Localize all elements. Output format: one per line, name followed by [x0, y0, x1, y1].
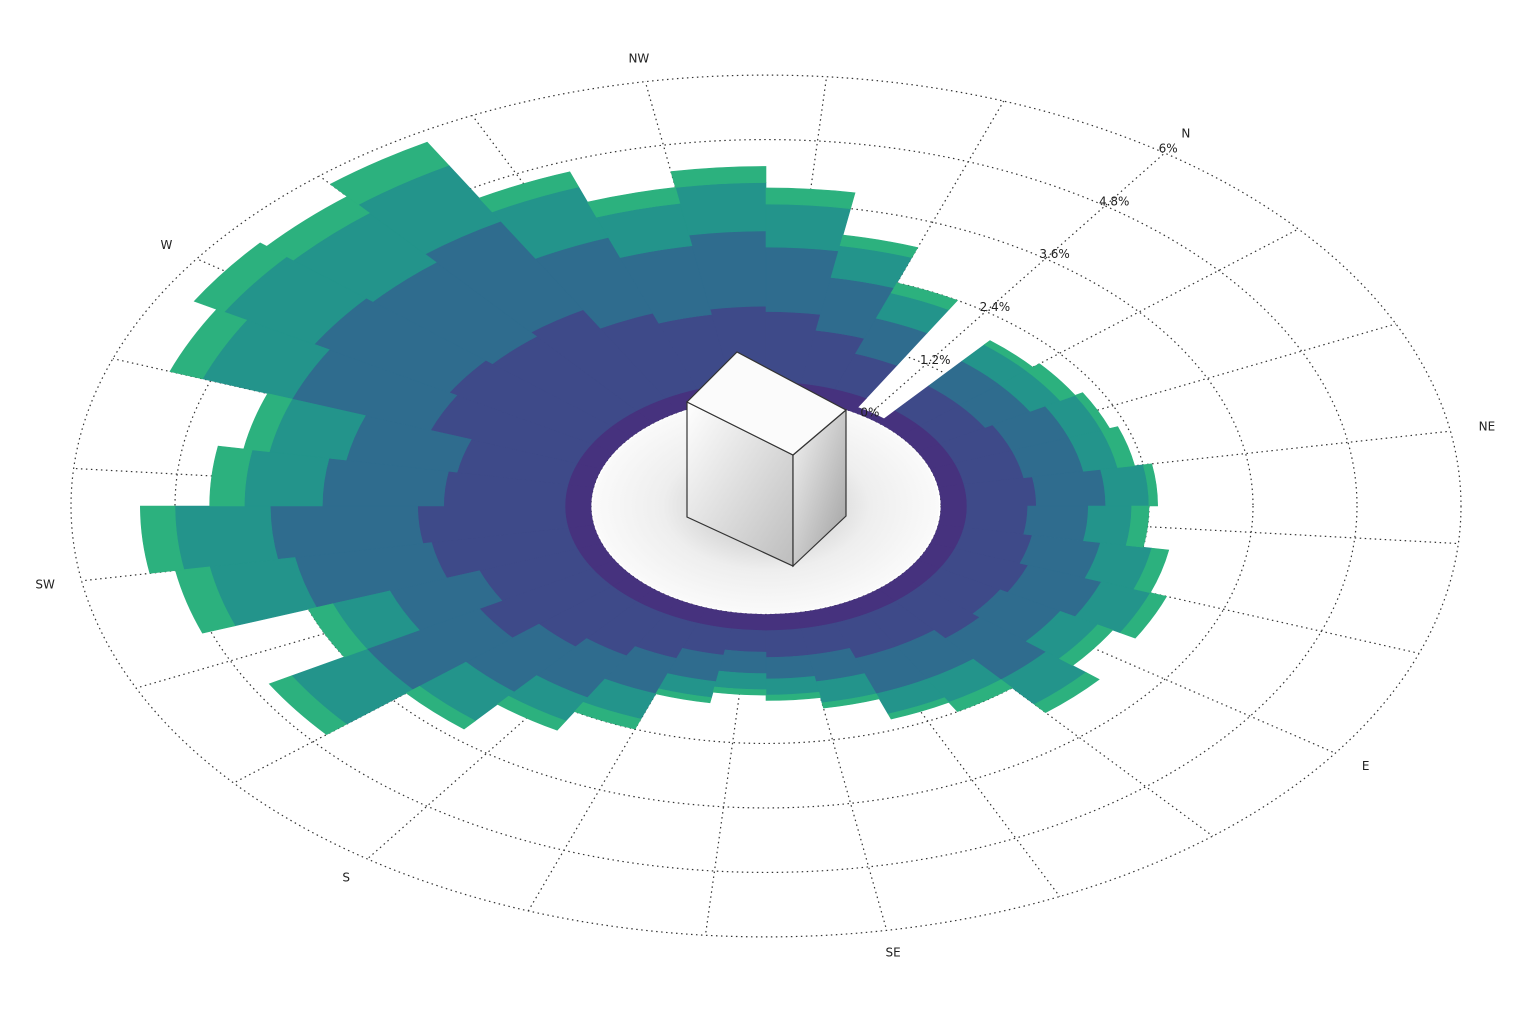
sector — [887, 697, 950, 720]
sector — [765, 628, 809, 658]
sector — [140, 505, 185, 574]
r-tick-label: 4.8% — [1099, 194, 1130, 208]
r-tick-label: 1.2% — [920, 353, 951, 367]
r-tick-label: 3.6% — [1039, 247, 1070, 261]
sector — [1058, 624, 1114, 666]
spoke — [527, 607, 707, 912]
box-top — [685, 351, 848, 456]
r-tick-label: 6% — [1159, 142, 1178, 156]
sector — [765, 187, 856, 209]
sector — [1125, 505, 1150, 548]
direction-label: SW — [35, 577, 55, 591]
sector — [1101, 426, 1136, 468]
sector — [1100, 464, 1150, 507]
sector — [268, 675, 348, 735]
spoke — [780, 76, 828, 398]
sector — [244, 449, 330, 507]
sector — [573, 701, 642, 730]
sector — [329, 141, 450, 206]
sector — [839, 234, 919, 258]
grid-ring — [174, 138, 1358, 874]
direction-label: SE — [886, 945, 901, 959]
sector — [564, 505, 595, 528]
grid-ring — [70, 74, 1462, 938]
sector — [174, 505, 279, 570]
spoke — [878, 588, 1214, 837]
direction-label: W — [160, 238, 172, 252]
sector — [1083, 505, 1132, 546]
sector — [193, 242, 288, 313]
r-tick-label: 2.4% — [980, 300, 1011, 314]
sector — [937, 505, 968, 528]
sector — [675, 182, 767, 236]
sector — [307, 603, 368, 658]
sector — [937, 484, 968, 507]
sector — [765, 691, 821, 701]
sector — [765, 676, 820, 696]
sector — [564, 484, 595, 507]
sector — [730, 612, 767, 631]
sector — [948, 679, 1013, 712]
sector — [209, 445, 253, 507]
sector — [765, 612, 802, 631]
sector — [718, 649, 767, 674]
spoke — [865, 152, 1166, 418]
spoke — [704, 614, 752, 936]
sector — [712, 686, 767, 696]
sector — [496, 695, 567, 731]
sector — [243, 393, 293, 453]
spoke — [924, 323, 1397, 461]
sector — [670, 166, 767, 188]
direction-label: NE — [1479, 420, 1496, 434]
sector — [1119, 592, 1168, 639]
sector — [478, 171, 580, 213]
r-tick-label: 0% — [860, 406, 879, 420]
sector — [1033, 672, 1100, 713]
sector — [821, 693, 880, 709]
sector — [714, 670, 767, 691]
direction-label: N — [1181, 127, 1190, 141]
sector — [765, 203, 851, 252]
sector — [655, 688, 712, 704]
sector — [724, 628, 767, 653]
sector — [765, 654, 815, 680]
direction-label: E — [1362, 759, 1370, 773]
direction-label: S — [342, 870, 350, 884]
sector — [890, 282, 959, 311]
spoke — [930, 542, 1420, 654]
sector — [405, 685, 476, 730]
building — [685, 351, 848, 568]
direction-label: NW — [628, 52, 649, 66]
labels: N NE E SE S SW W NW 0% 1.2% 2.4% 3.6% 4.8% 6% — [35, 52, 1495, 960]
sectors — [140, 141, 1170, 735]
sector — [1142, 463, 1158, 507]
